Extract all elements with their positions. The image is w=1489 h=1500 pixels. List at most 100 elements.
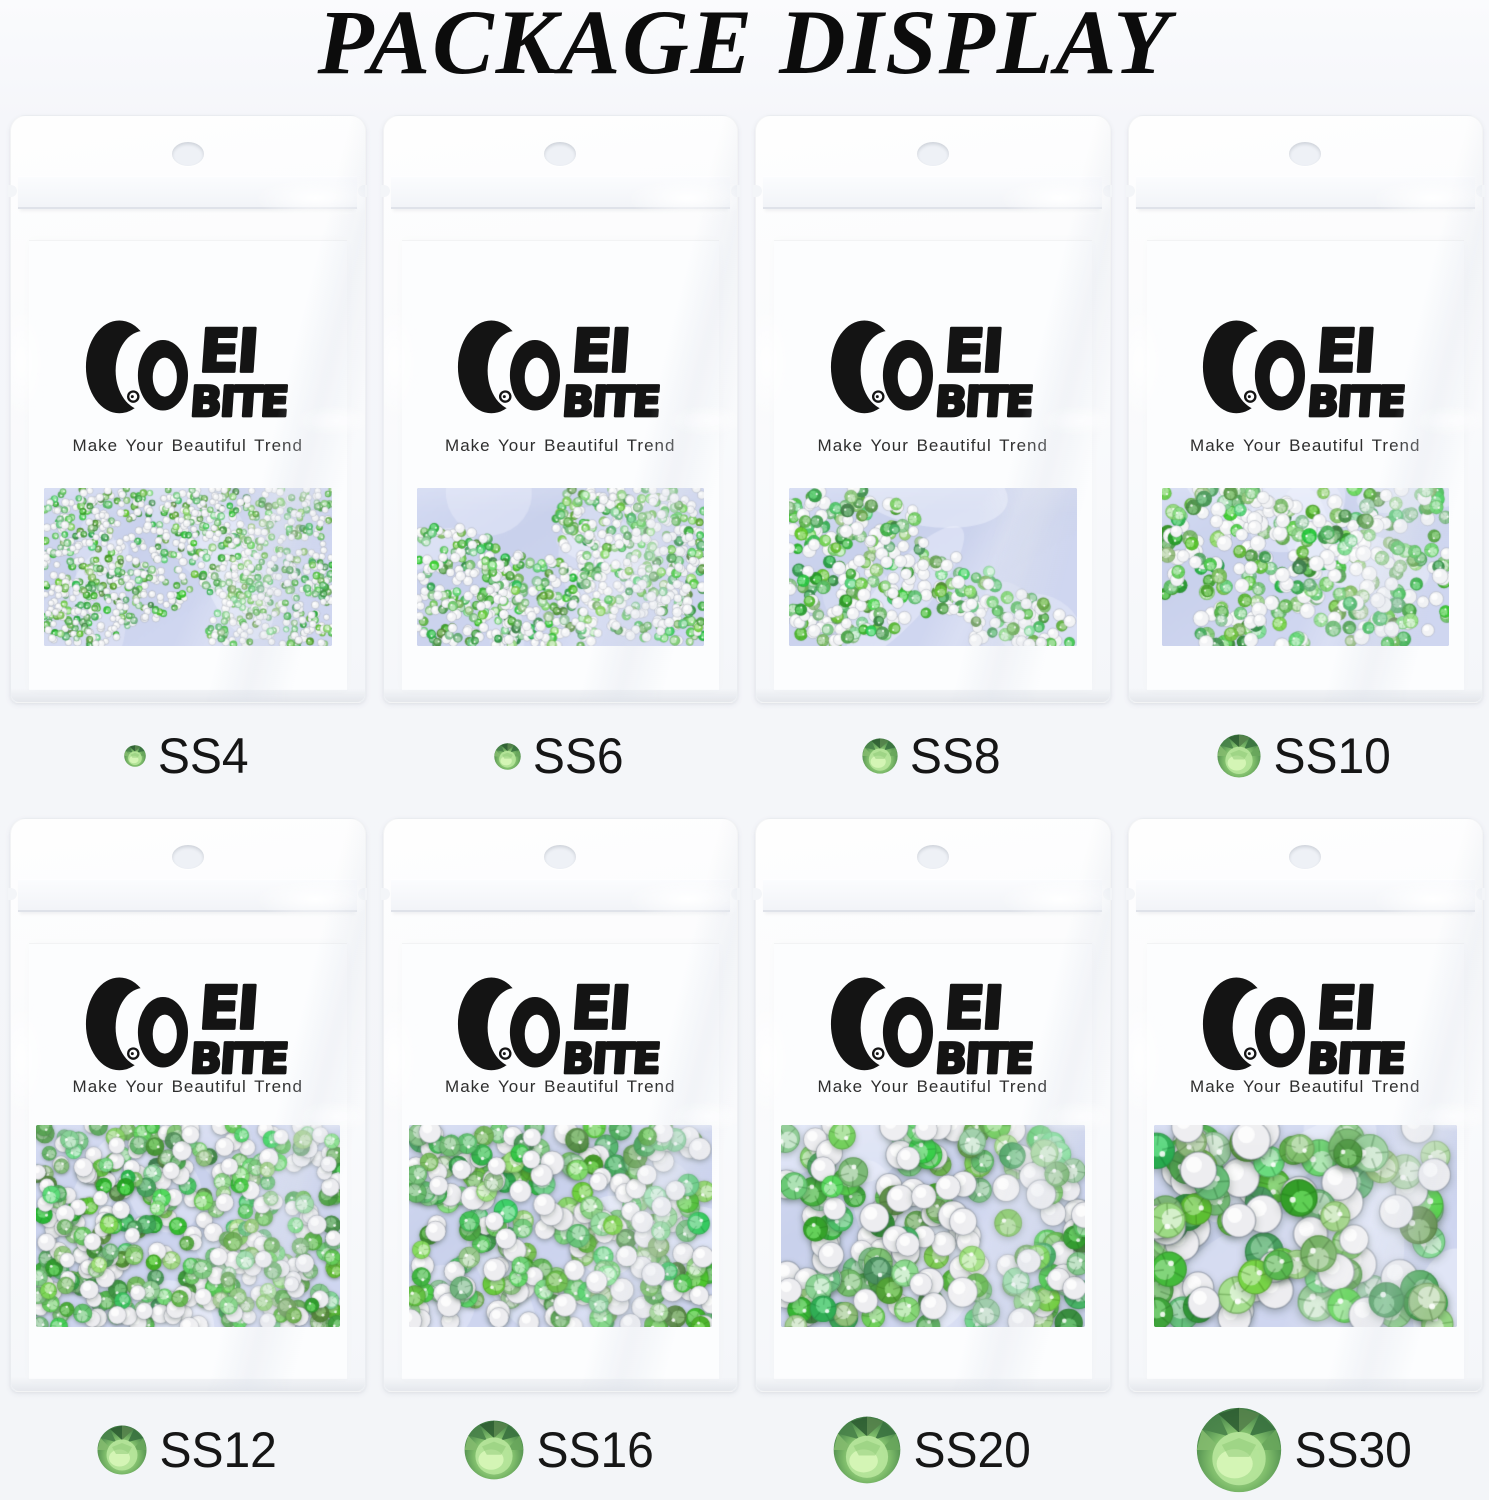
brand-tagline: Make Your Beautiful Trend — [1190, 1077, 1421, 1096]
package-bag-ss12: EI BITE Make Your Beautiful Trend — [8, 818, 368, 1392]
rhinestones-photo — [1153, 1125, 1457, 1327]
hang-hole — [916, 142, 949, 166]
svg-text:BITE: BITE — [561, 1034, 661, 1077]
rhinestone-window — [44, 488, 332, 646]
size-label-ss8: SS8 — [755, 712, 1111, 800]
green-gem-icon — [494, 743, 521, 770]
package-bag-ss30: EI BITE Make Your Beautiful Trend — [1125, 818, 1486, 1392]
brand-logo-mark-icon: EI BITE — [830, 316, 1035, 420]
hang-hole — [1289, 845, 1322, 869]
svg-text:EI: EI — [1314, 975, 1376, 1044]
svg-text:BITE: BITE — [561, 377, 661, 420]
svg-text:EI: EI — [197, 975, 259, 1044]
package-bag-ss8: EI BITE Make Your Beautiful Trend — [753, 115, 1113, 703]
brand-tagline: Make Your Beautiful Trend — [817, 1077, 1048, 1096]
rhinestone-window — [416, 488, 704, 646]
package-bag-ss4: EI BITE Make Your Beautiful Trend — [8, 115, 368, 703]
svg-text:BITE: BITE — [188, 1034, 288, 1077]
svg-text:BITE: BITE — [188, 377, 288, 420]
size-label-text: SS10 — [1273, 728, 1391, 784]
svg-text:BITE: BITE — [1306, 377, 1406, 420]
size-label-ss20: SS20 — [755, 1402, 1111, 1498]
rhinestone-window — [781, 1125, 1085, 1327]
zipper-seal — [753, 176, 1113, 209]
rhinestone-window — [36, 1125, 340, 1327]
size-label-ss12: SS12 — [10, 1402, 366, 1498]
size-label-text: SS8 — [910, 728, 1002, 784]
size-label-text: SS6 — [533, 728, 625, 784]
brand-logo-mark-icon: EI BITE — [1203, 316, 1408, 420]
svg-text:EI: EI — [569, 975, 631, 1044]
size-label-text: SS4 — [158, 728, 250, 784]
rhinestone-window — [1161, 488, 1449, 646]
hang-hole — [1289, 142, 1322, 166]
brand-tagline: Make Your Beautiful Trend — [1190, 436, 1421, 455]
svg-text:EI: EI — [1314, 318, 1376, 387]
svg-text:EI: EI — [569, 318, 631, 387]
package-bag-ss16: EI BITE Make Your Beautiful Trend — [380, 818, 741, 1392]
brand-logo: EI BITE — [85, 314, 291, 420]
brand-tagline: Make Your Beautiful Trend — [72, 436, 303, 455]
rhinestone-window — [1153, 1125, 1457, 1327]
rhinestones-photo — [1161, 488, 1449, 646]
brand-tagline: Make Your Beautiful Trend — [445, 436, 676, 455]
zipper-seal — [8, 879, 368, 912]
hang-hole — [171, 845, 204, 869]
brand-logo-mark-icon: EI BITE — [830, 973, 1035, 1077]
zipper-seal — [1125, 879, 1486, 912]
rhinestones-photo — [781, 1125, 1085, 1327]
rhinestone-window — [789, 488, 1077, 646]
green-gem-icon — [833, 1416, 901, 1484]
svg-text:BITE: BITE — [933, 1034, 1033, 1077]
zipper-seal — [1125, 176, 1486, 209]
green-gem-icon — [124, 745, 146, 767]
green-gem-icon — [464, 1420, 524, 1480]
zipper-seal — [380, 176, 741, 209]
brand-logo-mark-icon: EI BITE — [85, 973, 290, 1077]
brand-logo-mark-icon: EI BITE — [1203, 973, 1408, 1077]
size-label-ss6: SS6 — [383, 712, 739, 800]
brand-logo-mark-icon: EI BITE — [458, 973, 663, 1077]
size-label-row-bottom: SS12 SS16 SS20 SS30 — [10, 1402, 1483, 1498]
green-gem-icon — [862, 738, 898, 774]
brand-tagline: Make Your Beautiful Trend — [445, 1077, 676, 1096]
svg-text:EI: EI — [942, 975, 1004, 1044]
brand-tagline: Make Your Beautiful Trend — [72, 1077, 303, 1096]
green-gem-icon — [1196, 1407, 1282, 1493]
size-label-text: SS20 — [913, 1422, 1031, 1478]
rhinestones-photo — [36, 1125, 340, 1327]
brand-logo: EI BITE — [830, 314, 1036, 420]
svg-text:BITE: BITE — [933, 377, 1033, 420]
svg-text:BITE: BITE — [1306, 1034, 1406, 1077]
svg-text:EI: EI — [197, 318, 259, 387]
zipper-seal — [753, 879, 1113, 912]
size-label-ss16: SS16 — [383, 1402, 739, 1498]
brand-logo: EI BITE — [1202, 314, 1408, 420]
package-bag-ss6: EI BITE Make Your Beautiful Trend — [380, 115, 741, 703]
brand-logo: EI BITE — [85, 971, 291, 1077]
size-label-text: SS30 — [1294, 1422, 1412, 1478]
page-title: PACKAGE DISPLAY — [317, 0, 1172, 93]
hang-hole — [544, 142, 577, 166]
brand-tagline: Make Your Beautiful Trend — [817, 436, 1048, 455]
brand-logo-mark-icon: EI BITE — [458, 316, 663, 420]
svg-text:EI: EI — [942, 318, 1004, 387]
package-bag-ss20: EI BITE Make Your Beautiful Trend — [753, 818, 1113, 1392]
size-label-ss30: SS30 — [1128, 1402, 1484, 1498]
hang-hole — [544, 845, 577, 869]
size-label-ss4: SS4 — [10, 712, 366, 800]
brand-logo: EI BITE — [457, 314, 663, 420]
package-row-bottom: EI BITE Make Your Beautiful Trend — [8, 818, 1486, 1392]
size-label-text: SS16 — [536, 1422, 654, 1478]
rhinestones-photo — [408, 1125, 712, 1327]
package-bag-ss10: EI BITE Make Your Beautiful Trend — [1125, 115, 1486, 703]
size-label-text: SS12 — [159, 1422, 277, 1478]
brand-logo: EI BITE — [830, 971, 1036, 1077]
hang-hole — [916, 845, 949, 869]
rhinestones-photo — [416, 488, 704, 646]
zipper-seal — [8, 176, 368, 209]
hang-hole — [171, 142, 204, 166]
package-row-top: EI BITE Make Your Beautiful Trend — [8, 115, 1486, 703]
zipper-seal — [380, 879, 741, 912]
rhinestones-photo — [789, 488, 1077, 646]
